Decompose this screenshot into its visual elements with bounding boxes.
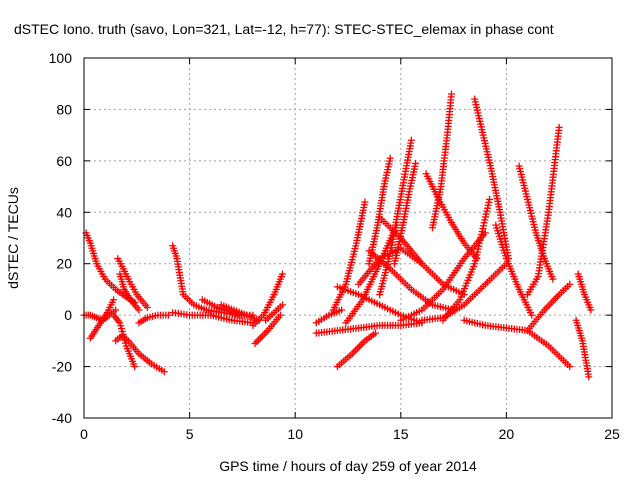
data-point (566, 363, 574, 371)
data-point (371, 329, 379, 337)
data-point (412, 159, 420, 167)
data-point (585, 373, 593, 381)
data-point (131, 363, 139, 371)
series-27 (365, 247, 458, 314)
series-37 (524, 280, 574, 335)
data-point (279, 301, 287, 309)
x-tick-label: 5 (186, 426, 194, 442)
series-39 (574, 270, 595, 314)
data-point (110, 296, 118, 304)
data-point (135, 306, 143, 314)
series-13 (249, 270, 287, 329)
series-38 (492, 221, 536, 319)
series-9 (169, 242, 257, 319)
series-40 (572, 316, 593, 381)
series-14 (251, 311, 284, 347)
series-35 (515, 162, 557, 283)
data-point (481, 229, 489, 237)
series-7 (116, 270, 143, 314)
data-point (386, 154, 394, 162)
series-34 (460, 316, 574, 371)
y-axis-label: dSTEC / TECUs (5, 187, 21, 289)
series-10 (169, 309, 257, 327)
x-tick-label: 0 (80, 426, 88, 442)
x-tick-label: 10 (287, 426, 303, 442)
series-32 (439, 195, 494, 324)
series-29 (422, 170, 481, 263)
y-tick-label: 100 (49, 50, 73, 66)
series-36 (524, 123, 563, 299)
series-18 (333, 329, 379, 371)
series-16 (312, 306, 346, 327)
data-point (528, 311, 536, 319)
x-tick-label: 20 (499, 426, 515, 442)
y-tick-label: 20 (56, 256, 72, 272)
series-8 (135, 311, 172, 327)
data-point (549, 275, 557, 283)
data-point (361, 198, 369, 206)
series-3 (86, 296, 118, 342)
data-point (276, 311, 284, 319)
data-point (160, 368, 168, 376)
data-point (447, 90, 455, 98)
data-point (338, 306, 346, 314)
y-tick-label: -20 (52, 359, 72, 375)
series-17 (312, 319, 426, 337)
plot-frame (83, 57, 613, 419)
x-tick-label: 25 (604, 426, 620, 442)
data-point (587, 306, 595, 314)
series-1 (82, 229, 139, 306)
y-tick-label: 60 (56, 153, 72, 169)
grid (84, 58, 612, 418)
y-tick-label: 80 (56, 101, 72, 117)
data-point (279, 270, 287, 278)
series-15 (262, 301, 287, 324)
data-point (555, 123, 563, 131)
data-point (486, 195, 494, 203)
data-point (566, 280, 574, 288)
x-axis-label: GPS time / hours of day 259 of year 2014 (219, 458, 477, 474)
axis-ticks: 0 5 10 15 20 25 -40 -20 0 20 40 60 80 100 (49, 50, 620, 442)
data-point (407, 136, 415, 144)
y-tick-label: 40 (56, 204, 72, 220)
y-tick-label: -40 (52, 410, 72, 426)
series-19 (329, 198, 369, 314)
series-6 (112, 332, 168, 376)
data-series (80, 90, 595, 381)
y-tick-label: 0 (64, 307, 72, 323)
data-point (164, 311, 172, 319)
x-tick-label: 15 (393, 426, 409, 442)
data-point (112, 306, 120, 314)
data-point (143, 303, 151, 311)
chart-title: dSTEC Iono. truth (savo, Lon=321, Lat=-1… (14, 21, 554, 37)
series-5 (114, 255, 151, 311)
